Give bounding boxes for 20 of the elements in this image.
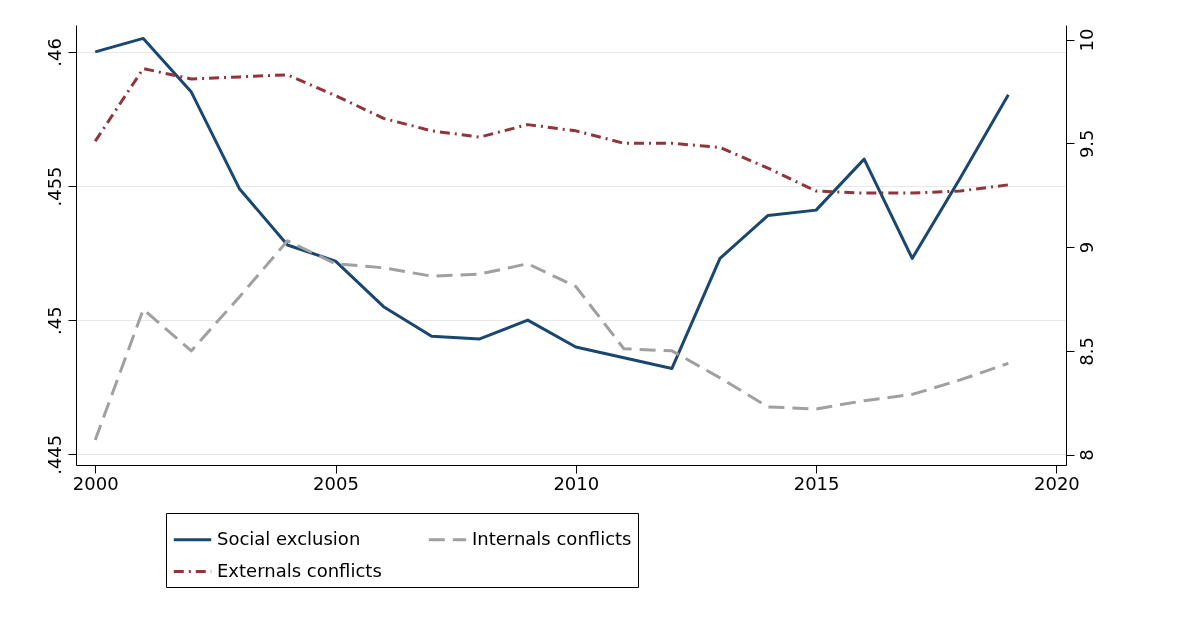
y2-tick-label: 8.5 xyxy=(1075,337,1097,366)
x-tick-label: 2015 xyxy=(793,472,840,494)
line-series xyxy=(93,239,1010,442)
legend-label: Internals conflicts xyxy=(472,527,632,549)
x-tick-label: 2020 xyxy=(1033,472,1080,494)
y-tick-label: .46 xyxy=(43,38,65,67)
y2-tick-label: 10 xyxy=(1075,28,1097,52)
y-tick-label: .445 xyxy=(43,434,65,475)
line-series xyxy=(93,67,1010,195)
line-series xyxy=(93,36,1010,370)
y-tick-label: .455 xyxy=(43,166,65,207)
y-tick-label: .45 xyxy=(43,306,65,335)
x-tick-label: 2000 xyxy=(72,472,119,494)
legend-label: Externals conflicts xyxy=(217,559,382,581)
y2-tick-label: 8 xyxy=(1075,449,1097,461)
y2-tick-label: 9.5 xyxy=(1075,129,1097,159)
y2-tick-label: 9 xyxy=(1075,241,1097,254)
x-tick-label: 2010 xyxy=(553,472,600,494)
x-tick-label: 2005 xyxy=(313,472,359,494)
legend-label: Social exclusion xyxy=(217,527,361,549)
